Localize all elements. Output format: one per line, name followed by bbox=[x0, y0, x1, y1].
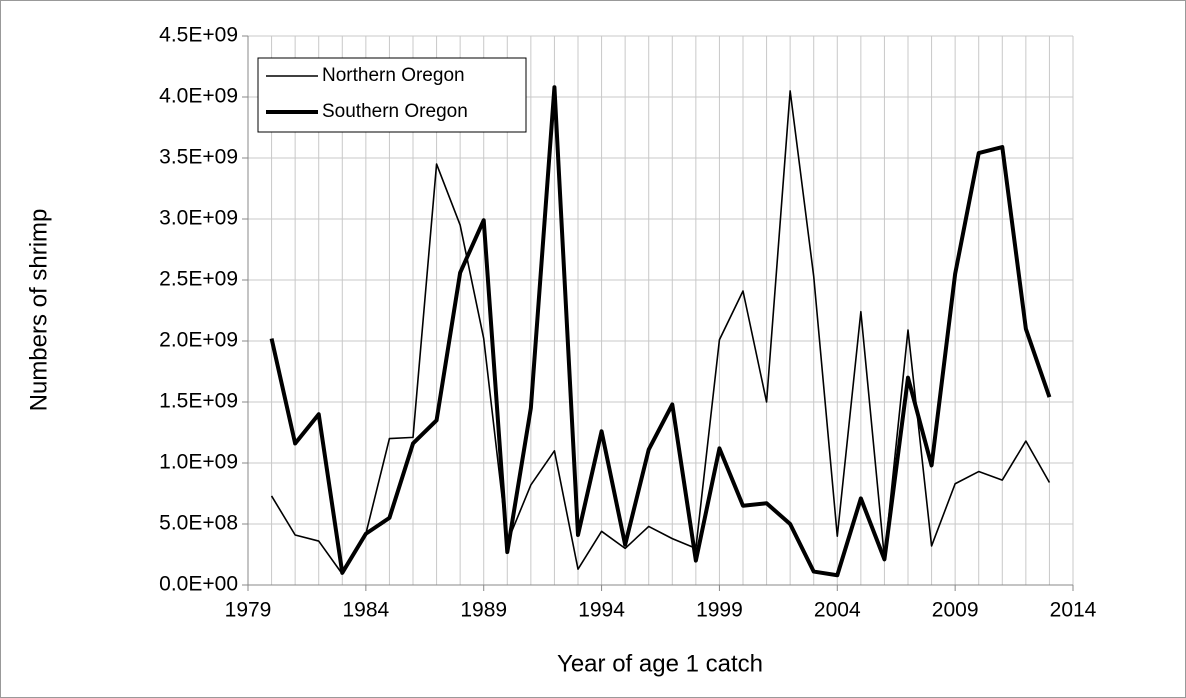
y-tick-label: 3.0E+09 bbox=[159, 207, 238, 230]
y-tick-label: 0.0E+00 bbox=[159, 573, 238, 596]
y-tick-label: 1.5E+09 bbox=[159, 390, 238, 413]
y-tick-label: 1.0E+09 bbox=[159, 451, 238, 474]
x-tick-label: 1994 bbox=[578, 599, 625, 622]
y-axis-label: Numbers of shrimp bbox=[25, 209, 52, 412]
x-tick-label: 2004 bbox=[814, 599, 861, 622]
y-tick-label: 3.5E+09 bbox=[159, 146, 238, 169]
x-tick-label: 1979 bbox=[225, 599, 272, 622]
y-tick-label: 4.5E+09 bbox=[159, 24, 238, 47]
y-tick-label: 2.0E+09 bbox=[159, 329, 238, 352]
y-tick-label: 4.0E+09 bbox=[159, 85, 238, 108]
y-tick-label: 5.0E+08 bbox=[159, 512, 238, 535]
legend-label: Northern Oregon bbox=[322, 65, 465, 86]
y-tick-label: 2.5E+09 bbox=[159, 268, 238, 291]
x-tick-label: 2014 bbox=[1050, 599, 1097, 622]
x-axis-label: Year of age 1 catch bbox=[557, 650, 763, 677]
x-tick-label: 2009 bbox=[932, 599, 979, 622]
x-tick-label: 1984 bbox=[342, 599, 389, 622]
series-line bbox=[270, 90, 1051, 575]
legend-box bbox=[257, 57, 527, 133]
x-tick-label: 1989 bbox=[460, 599, 507, 622]
x-tick-label: 1999 bbox=[696, 599, 743, 622]
series-line bbox=[269, 85, 1052, 578]
legend-label: Southern Oregon bbox=[322, 101, 468, 122]
